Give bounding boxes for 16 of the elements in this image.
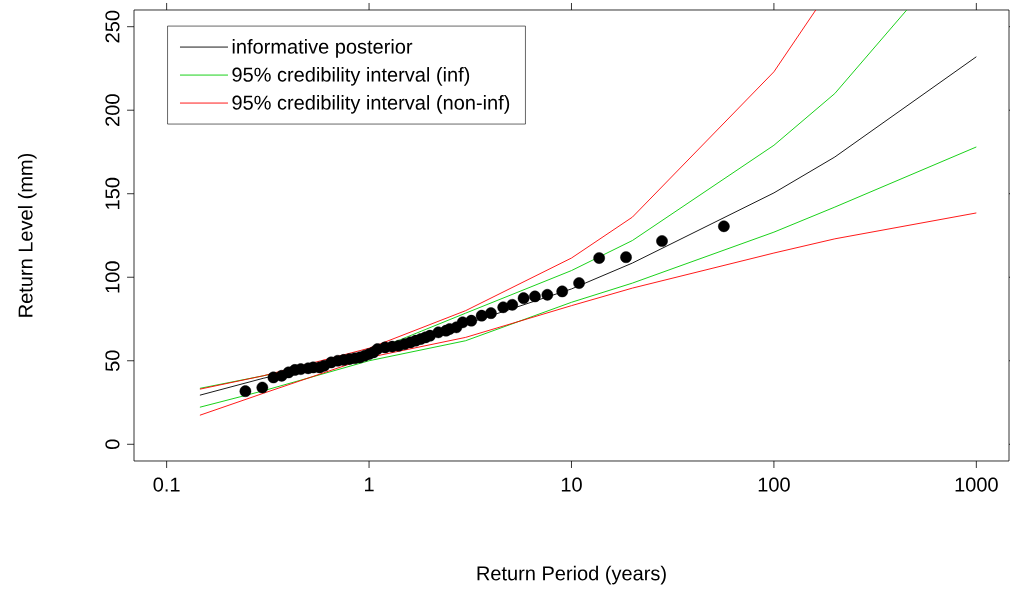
y-tick-label: 200 [105, 94, 120, 126]
x-tick-label: 10 [561, 477, 582, 492]
x-tick-label: 0.1 [153, 477, 180, 492]
legend-label: 95% credibility interval (inf) [232, 67, 470, 86]
x-axis-title: Return Period (years) [477, 565, 666, 585]
y-tick-label: 100 [105, 261, 120, 293]
legend-label: informative posterior [232, 39, 413, 58]
x-tick-label: 1 [365, 477, 374, 492]
y-tick-label: 150 [105, 177, 120, 209]
y-tick-label: 0 [105, 439, 120, 450]
y-tick-label: 50 [105, 350, 120, 372]
x-tick-label: 1000 [955, 477, 998, 492]
x-tick-label: 100 [758, 477, 790, 492]
y-tick-label: 250 [105, 10, 120, 43]
legend-label: 95% credibility interval (non-inf) [232, 95, 510, 114]
y-axis-title: Return Level (mm) [17, 153, 37, 317]
